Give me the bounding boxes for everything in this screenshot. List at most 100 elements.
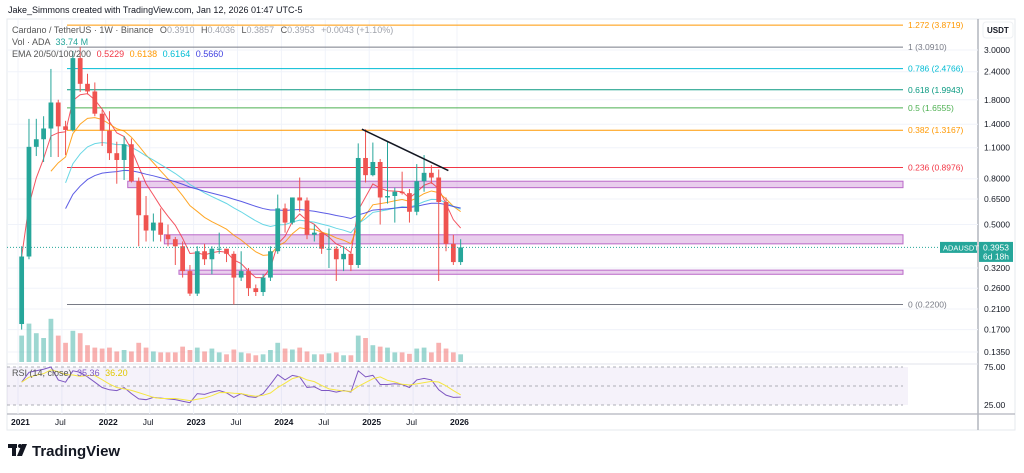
price-tick: 0.8000 [984,174,1010,184]
candle [311,232,317,235]
tradingview-logo[interactable]: TradingView [8,443,120,460]
candle [333,248,339,260]
candle [253,288,259,293]
legend-change: +0.0043 (+1.10%) [321,25,393,35]
currency-label: USDT [987,26,1009,35]
volume-bar [107,347,112,362]
legend-low: 0.3857 [247,25,275,35]
candle [275,208,281,252]
volume-bar [41,338,46,362]
candle [194,251,200,294]
volume-bar [99,348,105,362]
volume-bar [238,352,244,362]
volume-bar [194,347,200,362]
ema50-line [50,117,461,256]
volume-bar [19,335,25,362]
currency-button[interactable]: USDT [982,21,1014,39]
fib-label: 0.618 (1.9943) [908,85,963,95]
candle [297,197,303,201]
rsi-label: RSI (14, close) [12,368,72,378]
svg-text:Vol · ADA 33.74 M: Vol · ADA 33.74 M [12,37,88,47]
candle [224,248,229,254]
volume-bar [224,354,229,362]
candle [172,239,178,247]
created-by-caption: Jake_Simmons created with TradingView.co… [8,5,303,15]
time-tick: 2024 [274,417,293,427]
volume-bars [19,318,464,362]
time-tick: 2021 [11,417,30,427]
time-tick: 2022 [99,417,118,427]
candle [129,144,134,182]
volume-bar [370,345,376,362]
candle [209,248,215,260]
candle [260,277,266,293]
volume-bar [414,348,420,362]
candle [450,243,456,263]
rsi-value: 35.36 [77,368,100,378]
svg-text:Cardano / TetherUS · 1W · Bina: Cardano / TetherUS · 1W · Binance O0.391… [12,25,393,35]
volume-bar [385,347,390,362]
legend: Cardano / TetherUS · 1W · Binance O0.391… [12,25,393,378]
candle [107,130,112,154]
candle [326,248,332,250]
trendline[interactable] [361,128,449,172]
candle [63,126,68,130]
candle [85,83,90,92]
volume-bar [399,352,405,362]
candle [348,253,354,265]
volume-value: 33.74 M [56,37,89,47]
volume-bar [63,342,68,362]
volume-bar [85,345,90,362]
candle [55,102,61,127]
time-tick: Jul [55,417,66,427]
volume-bar [136,342,142,362]
fibonacci-retracement: 1.272 (3.8719) 1 (3.0910) 0.786 (2.4766) 0.… [67,20,963,309]
candle [136,181,142,216]
volume-bar [443,348,449,362]
fib-label: 0 (0.2200) [908,299,947,309]
volume-bar [172,352,178,362]
volume-bar [421,347,427,362]
candle [246,271,251,289]
time-axis[interactable]: 2021 Jul 2022 Jul 2023 Jul 2024 Jul 2025 Jul 2026 [11,417,469,427]
candle [319,232,325,249]
price-tick: 0.2600 [984,283,1010,293]
price-tick: 0.1700 [984,325,1010,335]
volume-bar [407,353,412,362]
zone-box [127,180,904,189]
ema100-value: 0.6164 [163,49,191,59]
candle [268,251,273,278]
candle [231,253,237,278]
last-price-badge: ADAUSDT 0.3953 6d 18h [940,241,1013,262]
candlesticks [19,46,464,330]
price-axis[interactable]: 3.0000 2.4000 1.8000 1.4000 1.1000 0.8000 0.65… [984,45,1010,410]
candle [121,144,127,160]
price-tick: 3.0000 [984,45,1010,55]
tradingview-wordmark: TradingView [32,443,120,460]
price-tick: 0.1350 [984,347,1010,357]
volume-bar [289,349,295,362]
volume-bar [282,348,288,362]
volume-bar [392,352,398,362]
candle [150,222,156,231]
price-tick: 2.4000 [984,67,1010,77]
fib-label: 0.236 (0.8976) [908,163,963,173]
volume-bar [158,352,164,362]
candle [19,256,25,325]
fib-label: 1.272 (3.8719) [908,20,963,30]
volume-bar [363,338,368,362]
candle [304,200,310,235]
candle [363,157,368,176]
volume-bar [348,355,354,362]
price-tick: 1.1000 [984,143,1010,153]
volume-bar [319,354,325,362]
volume-bar [436,342,442,362]
volume-bar [429,352,434,362]
candle [414,181,420,212]
volume-bar [253,355,259,362]
volume-bar [48,318,54,362]
candle [458,247,464,263]
candle [216,248,222,250]
